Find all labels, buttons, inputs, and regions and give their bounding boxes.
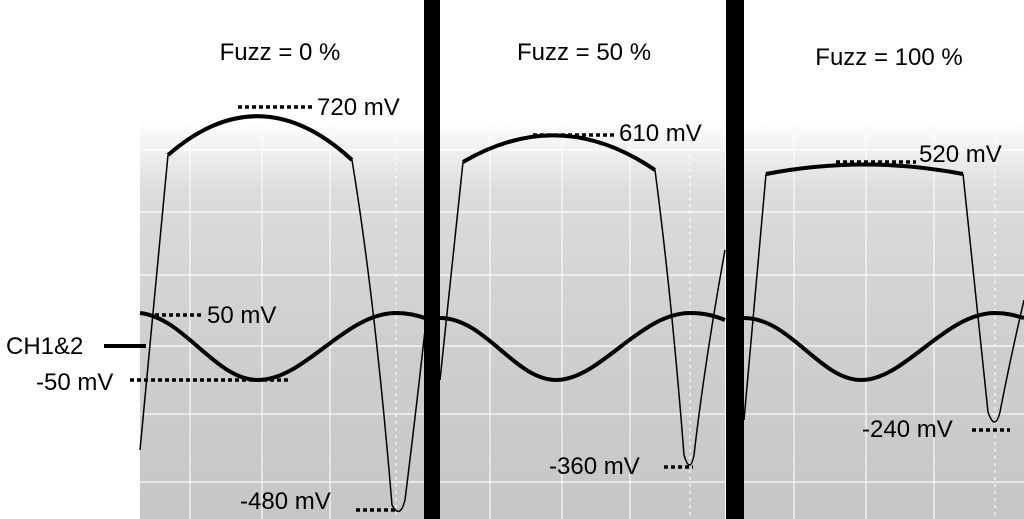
annotation-label: 610 mV	[619, 120, 702, 147]
scope-screen-3	[744, 120, 1024, 519]
clipped-waveform-trace	[765, 162, 964, 176]
panel-title: Fuzz = 50 %	[517, 39, 651, 66]
panel-divider	[424, 0, 440, 519]
annotation-label: -480 mV	[240, 488, 331, 515]
panel-fuzz-50: Fuzz = 50 % 610 mV -360 mV	[439, 39, 726, 519]
annotation-label: 50 mV	[207, 302, 276, 329]
scope-screen-1	[140, 120, 425, 519]
panel-title: Fuzz = 0 %	[220, 39, 341, 66]
annotation-label: 520 mV	[919, 141, 1002, 168]
clipped-waveform-edge	[439, 161, 726, 466]
input-sine-trace	[139, 310, 426, 383]
panel-title: Fuzz = 100 %	[815, 44, 962, 71]
grid-1	[140, 120, 425, 519]
input-sine-trace	[743, 310, 1024, 383]
panel-fuzz-0: Fuzz = 0 % 720 mV 50 mV -50 mV -480 mV	[36, 39, 426, 519]
clipped-waveform-trace	[166, 114, 354, 162]
clipped-waveform-trace	[461, 133, 657, 172]
annotation-label: -50 mV	[36, 369, 113, 396]
grid-3	[744, 120, 1024, 519]
scope-screen-2	[440, 120, 725, 519]
annotation-label: 720 mV	[317, 94, 400, 121]
clipped-waveform-edge	[743, 173, 1024, 423]
input-sine-trace	[439, 310, 726, 383]
channel-label: CH1&2	[6, 333, 83, 360]
panel-divider	[726, 0, 744, 519]
annotation-label: -360 mV	[549, 453, 640, 480]
annotation-label: -240 mV	[862, 416, 953, 443]
panel-fuzz-100: Fuzz = 100 % 520 mV -240 mV	[743, 44, 1024, 519]
